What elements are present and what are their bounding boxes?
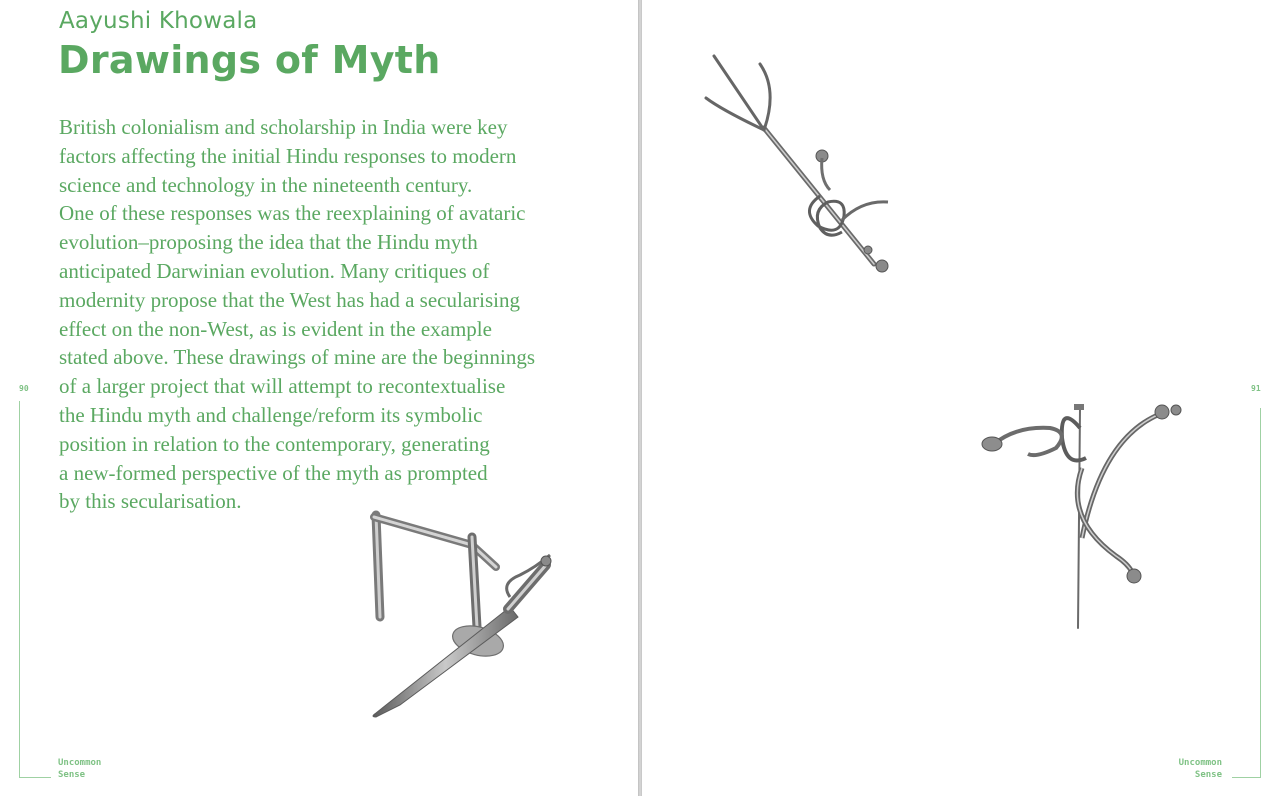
body-line: by this secularisation. [59,489,242,514]
trident-drawing [704,54,889,273]
body-line: factors affecting the initial Hindu resp… [59,143,517,168]
body-line: a new-formed perspective of the myth as … [59,460,488,485]
running-footer-right: Uncommon Sense [1170,757,1222,781]
body-line: One of these responses was the reexplain… [59,201,526,226]
margin-rule-horizontal [1232,777,1261,778]
body-line: effect on the non-West, as is evident in… [59,316,492,341]
body-line: stated above. These drawings of mine are… [59,345,536,370]
body-line: science and technology in the nineteenth… [59,172,473,197]
footer-line: Uncommon [58,758,102,768]
body-line: British colonialism and scholarship in I… [59,115,508,139]
running-footer-left: Uncommon Sense [58,757,101,781]
rods-drawing [981,404,1182,629]
body-paragraph: British colonialism and scholarship in I… [59,113,599,516]
footer-line: Uncommon [1178,758,1222,768]
page-number-right: 91 [1251,384,1261,393]
body-line: of a larger project that will attempt to… [59,374,506,399]
right-page: 91 Uncommon Sense [642,0,1280,796]
footer-line: Sense [58,770,86,780]
body-line: modernity propose that the West has had … [59,287,520,312]
body-line: the Hindu myth and challenge/reform its … [59,402,483,427]
left-page: Aayushi Khowala Drawings of Myth British… [0,0,638,796]
body-line: position in relation to the contemporary… [59,431,490,456]
page-number-left: 90 [19,384,29,393]
sword-drawing [370,510,552,718]
article-title: Drawings of Myth [58,38,441,82]
author-name: Aayushi Khowala [59,8,258,34]
body-line: anticipated Darwinian evolution. Many cr… [59,258,490,283]
book-spine [638,0,642,796]
footer-line: Sense [1194,770,1222,780]
body-line: evolution–proposing the idea that the Hi… [59,230,478,255]
margin-rule-vertical [19,401,20,778]
margin-rule-vertical [1260,408,1261,778]
margin-rule-horizontal [19,777,51,778]
